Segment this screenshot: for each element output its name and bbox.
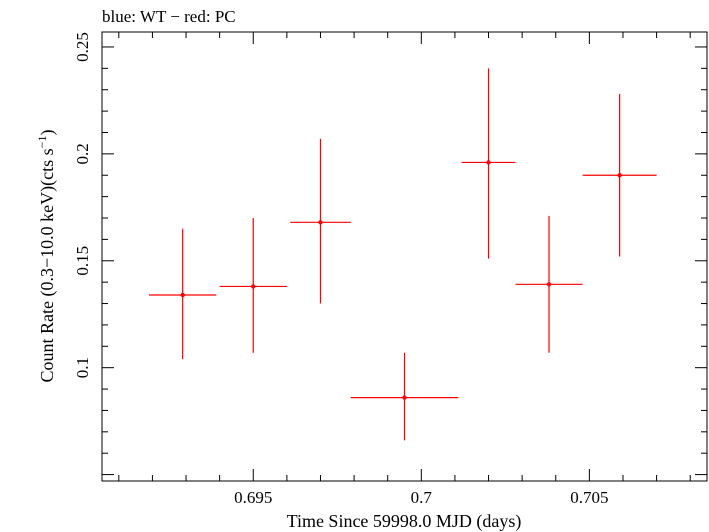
data-point-marker xyxy=(402,395,407,400)
data-point-marker xyxy=(486,160,491,165)
data-point xyxy=(219,218,287,353)
x-tick-label: 0.695 xyxy=(234,488,272,507)
data-point xyxy=(515,215,583,353)
data-point-marker xyxy=(546,282,552,287)
x-tick-label: 0.705 xyxy=(570,488,608,507)
y-tick-label: 0.1 xyxy=(73,357,92,378)
data-point xyxy=(290,138,351,304)
plot-frame xyxy=(101,31,708,482)
y-tick-label: 0.25 xyxy=(73,32,92,62)
data-points xyxy=(149,68,657,441)
chart-title: blue: WT − red: PC xyxy=(102,7,236,26)
data-point-marker xyxy=(180,292,185,298)
x-tick-label: 0.7 xyxy=(411,488,433,507)
y-axis-label-exponent: −1 xyxy=(35,136,49,149)
y-axis-label: Count Rate (0.3−10.0 keV)(cts s−1) xyxy=(35,130,58,383)
axis-ticks xyxy=(102,32,707,481)
y-tick-label: 0.2 xyxy=(73,143,92,164)
axis-tick-labels: 0.695 0.7 0.705 0.1 0.15 0.2 0.25 xyxy=(73,32,608,507)
data-point xyxy=(582,94,657,257)
data-point xyxy=(461,68,516,259)
y-tick-label: 0.15 xyxy=(73,246,92,276)
data-point-marker xyxy=(318,220,323,225)
data-point-marker xyxy=(617,173,622,178)
data-point xyxy=(149,228,217,360)
x-axis-label: Time Since 59998.0 MJD (days) xyxy=(287,511,522,532)
y-axis-label-close: ) xyxy=(37,130,58,136)
data-point-marker xyxy=(251,284,256,289)
data-point xyxy=(350,352,459,441)
y-axis-label-main: Count Rate (0.3−10.0 keV)(cts s xyxy=(37,148,58,382)
